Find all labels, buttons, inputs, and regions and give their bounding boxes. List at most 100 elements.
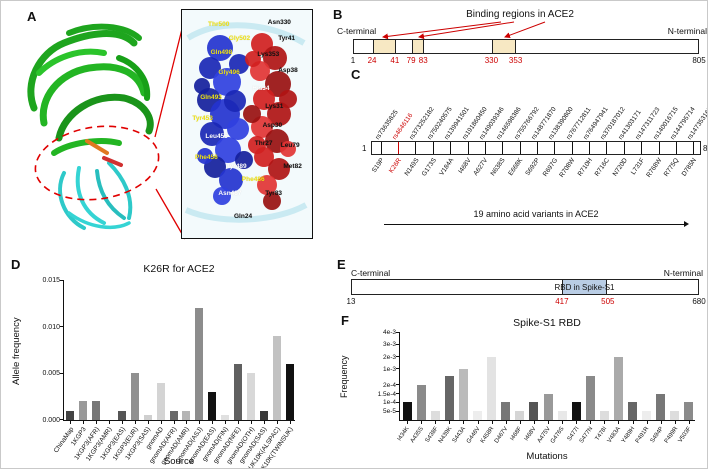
- x-tick-mark: [519, 420, 521, 424]
- x-tick-mark: [199, 420, 201, 424]
- y-tick-mark: [396, 356, 400, 358]
- bar-gnomAD(FIN): [221, 415, 230, 420]
- surface-blob: [199, 57, 221, 79]
- panel-b-letter: B: [333, 7, 343, 22]
- x-tick-mark: [186, 420, 188, 424]
- x-tick-mark: [660, 420, 662, 424]
- surface-blob: [253, 88, 275, 110]
- ace2-red-surface: [243, 33, 297, 210]
- chart-d-plot-area: 0.000 0.005 0.010 0.015: [42, 277, 295, 424]
- y-tick-mark: [60, 326, 64, 328]
- residue-number: 805: [692, 56, 706, 65]
- bar-N439K: [444, 376, 454, 420]
- x-tick-mark: [674, 420, 676, 424]
- bar-G446V: [473, 411, 483, 420]
- variant-tick: [519, 142, 521, 154]
- bar-S494P: [656, 393, 666, 420]
- aa-variant-label: N149S: [403, 157, 421, 178]
- panel-f: F Spike-S1 RBD Frequency 4e-3 3e-3 2e-3 1e-…: [337, 313, 707, 468]
- residue-label: Thr27: [254, 139, 273, 147]
- residue-label: Tyr453: [192, 114, 213, 122]
- panel-e: E C-terminal N-terminal RBD in Spike-S1 …: [337, 257, 707, 313]
- n-terminal-label-b: N-terminal: [667, 26, 707, 36]
- chart-f-x-labels: I434K A435S S438F N439K S443A G446V K458R D467V…: [397, 423, 695, 453]
- variant-tick: [432, 142, 434, 154]
- variant-tick: [450, 142, 452, 154]
- rbd-region-box: [561, 279, 608, 295]
- binding-region-arrows: [382, 21, 546, 39]
- x-tick-mark: [70, 420, 72, 424]
- y-tick-mark: [60, 372, 64, 374]
- residue-label: Phe456: [195, 153, 218, 161]
- x-tick-label: Y489H: [621, 426, 637, 445]
- residue-label: Asn330: [267, 19, 291, 27]
- x-tick-mark: [604, 420, 606, 424]
- y-tick-mark: [396, 393, 400, 395]
- y-tick-mark: [396, 410, 400, 412]
- chart-f-plot-area: 4e-3 3e-3 2e-3 1e-3 2e-4 1.5e-4 1e-4 5e-5: [378, 329, 695, 424]
- residue-number: 79: [406, 56, 416, 65]
- aa-variant-label: S19P: [370, 157, 386, 175]
- spike-position-numbers: 13 417 505 680: [347, 297, 706, 308]
- y-tick-mark: [60, 279, 64, 281]
- x-tick-label: G476S: [550, 426, 567, 445]
- bar-P491R: [642, 411, 652, 420]
- variant-tick: [571, 142, 573, 154]
- bar-S438F: [430, 411, 440, 420]
- x-tick-label: V503F: [677, 426, 693, 444]
- x-tick-mark: [250, 420, 252, 424]
- n-terminal-label-e: N-terminal: [663, 268, 703, 278]
- aa-variant-label: R716C: [593, 157, 612, 178]
- aa-variant-label: R768W: [645, 157, 664, 179]
- panel-a: A: [9, 7, 329, 245]
- aa-variant-label: I468V: [456, 157, 473, 175]
- bar-UK10K(ALSPAC): [272, 336, 281, 420]
- y-tick-label: 3e-3: [382, 341, 396, 349]
- x-tick-mark: [212, 420, 214, 424]
- residue-label: Phe486: [241, 176, 265, 184]
- bar-T478I: [599, 411, 609, 420]
- residue-label: Gln24: [234, 212, 253, 220]
- x-tick-label: S494P: [649, 426, 665, 445]
- x-tick-mark: [590, 420, 592, 424]
- surface-blob: [235, 151, 253, 169]
- bar-ChinaMap: [66, 410, 75, 420]
- x-tick-label: A435S: [409, 426, 426, 445]
- x-tick-mark: [421, 420, 423, 424]
- surface-blob: [268, 158, 290, 180]
- residue-label: Met82: [283, 162, 302, 170]
- y-tick-label: 1e-4: [382, 399, 396, 407]
- surface-blob: [215, 137, 241, 163]
- bar-1KGP3: [79, 401, 88, 420]
- bar-start-number: 1: [362, 144, 367, 153]
- variant-tick: [502, 142, 504, 154]
- ace2-position-numbers: 1 24 41 79 83 330 353 805: [351, 56, 706, 67]
- bar-gnomAD(ASJ): [195, 308, 204, 420]
- residue-label: Tyr489: [226, 162, 247, 170]
- surface-blob: [280, 141, 296, 157]
- bar-gnomAD(SAS): [259, 410, 268, 420]
- aa-variant-label: G173S: [420, 157, 438, 178]
- y-tick-label: 1e-3: [382, 365, 396, 373]
- residue-label: Asp30: [262, 121, 283, 129]
- bar-V483A: [613, 356, 623, 420]
- x-tick-mark: [688, 420, 690, 424]
- x-tick-mark: [147, 420, 149, 424]
- residue-label: Thr500: [208, 21, 230, 29]
- x-tick-label: N439K: [437, 426, 454, 445]
- bar-S443A: [458, 368, 468, 420]
- aa-variant-label: N720D: [611, 157, 629, 178]
- bar-gnomAD(EAS): [208, 392, 217, 420]
- surface-blob: [267, 102, 291, 126]
- x-tick-mark: [632, 420, 634, 424]
- x-tick-label: I468F: [510, 426, 524, 443]
- zoom-connector-line-bottom: [155, 188, 186, 240]
- bar-S477N: [585, 376, 595, 420]
- y-tick-label: 2e-4: [382, 381, 396, 389]
- variant-tick: [658, 142, 660, 154]
- variant-tick: [415, 142, 417, 154]
- x-tick-label: S438F: [424, 426, 440, 444]
- surface-blob: [213, 187, 231, 205]
- bar-S477I: [571, 402, 581, 420]
- residue-number: 13: [346, 297, 356, 306]
